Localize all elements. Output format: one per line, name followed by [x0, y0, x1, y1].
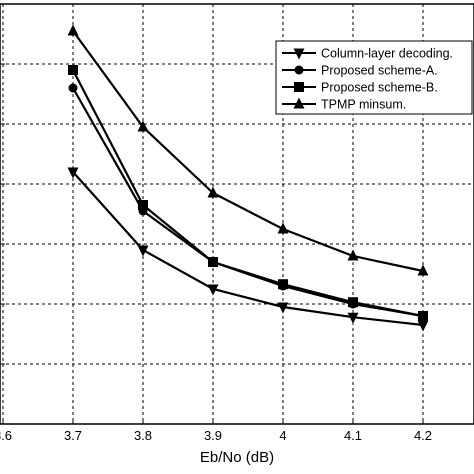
series-line	[72, 171, 424, 327]
x-tick-label: 3.6	[0, 428, 12, 443]
x-tick-labels: 3.6 3.7 3.8 3.9 4 4.1 4.2	[0, 428, 432, 443]
data-point	[137, 120, 149, 132]
x-tick-label: 3.7	[64, 428, 82, 443]
x-tick-label: 3.8	[134, 428, 152, 443]
legend-label: Column-layer decoding.	[321, 47, 453, 61]
legend-marker	[293, 97, 305, 109]
data-point	[137, 245, 149, 257]
data-point	[347, 312, 359, 324]
series-3	[68, 65, 428, 321]
legend-label: Proposed scheme-B.	[321, 81, 438, 95]
data-point	[68, 65, 78, 75]
legend-entry: Column-layer decoding.	[282, 47, 453, 61]
series-1	[67, 167, 429, 332]
legend-marker	[294, 82, 304, 92]
data-point	[417, 264, 429, 276]
legend-entry: Proposed scheme-A.	[282, 64, 438, 78]
data-point	[418, 311, 428, 321]
series-line	[72, 69, 424, 318]
series-line	[72, 30, 424, 273]
data-point	[138, 200, 148, 210]
grid	[0, 4, 474, 424]
plot-frame	[0, 3, 474, 425]
x-axis-label: Eb/No (dB)	[200, 449, 274, 466]
x-tick-label: 4.2	[414, 428, 432, 443]
x-tick-label: 3.9	[204, 428, 222, 443]
legend-label: TPMP minsum.	[321, 98, 406, 112]
data-point	[347, 249, 359, 261]
legend-entry: TPMP minsum.	[282, 97, 406, 112]
data-point	[68, 83, 78, 93]
series-line	[72, 87, 424, 318]
data-point	[208, 257, 218, 267]
x-tick-label: 4.1	[344, 428, 362, 443]
series-2	[68, 83, 428, 321]
data-point	[207, 186, 219, 198]
series-group	[67, 24, 429, 332]
data-point	[278, 279, 288, 290]
legend-marker	[294, 65, 304, 75]
data-point	[417, 320, 429, 332]
legend-label: Proposed scheme-A.	[321, 64, 438, 78]
legend: Column-layer decoding. Proposed scheme-A.…	[275, 40, 473, 115]
legend-marker	[293, 48, 305, 60]
data-point	[67, 167, 79, 179]
data-point	[277, 222, 289, 234]
data-point	[207, 284, 219, 296]
data-point	[67, 24, 79, 36]
data-point	[277, 302, 289, 314]
axis-ticks	[0, 63, 424, 424]
legend-entry: Proposed scheme-B.	[282, 81, 438, 95]
series-4	[67, 24, 429, 276]
data-point	[348, 297, 358, 308]
x-tick-label: 4	[279, 428, 286, 443]
